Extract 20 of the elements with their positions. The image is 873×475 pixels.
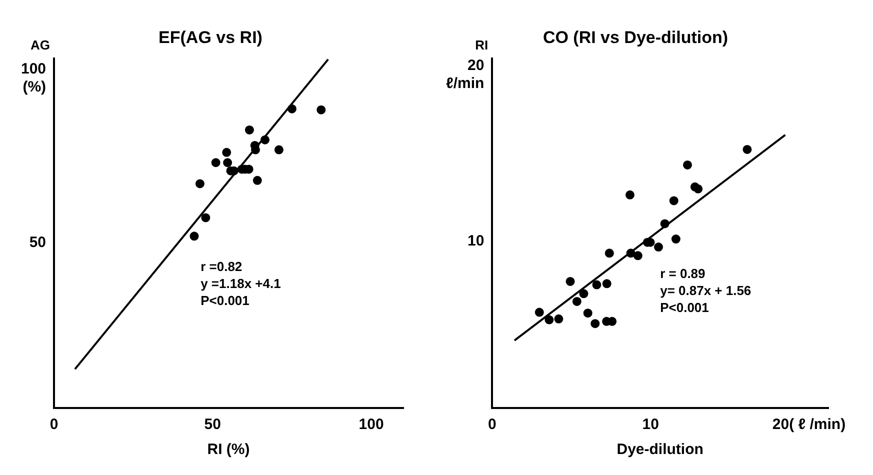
chart-title: CO (RI vs Dye-dilution) (542, 28, 728, 47)
y-axis-title: AG (30, 37, 50, 52)
x-axis-title: RI (%) (207, 441, 250, 458)
annotation: r =0.82 (200, 259, 242, 274)
x-tick-label: 10 (642, 416, 659, 434)
x-tick-label: 20( ℓ /min) (772, 416, 846, 434)
y-tick-label: 100 (%) (20, 60, 46, 96)
y-tick-label: 20 ℓ/min (446, 57, 484, 92)
annotation: P<0.001 (200, 293, 250, 308)
x-tick-label: 0 (50, 416, 58, 434)
chart-title: EF(AG vs RI) (158, 28, 262, 47)
annotation: r = 0.89 (660, 266, 706, 282)
x-axis-title: Dye-dilution (616, 441, 704, 458)
annotation: P<0.001 (660, 300, 709, 316)
x-tick-label: 100 (358, 416, 384, 434)
annotation: y= 0.87x + 1.56 (660, 283, 752, 298)
x-tick-label: 50 (204, 416, 221, 434)
x-tick-label: 0 (488, 416, 496, 434)
y-axis-title: RI (475, 37, 488, 52)
annotation: y =1.18x +4.1 (200, 276, 281, 292)
